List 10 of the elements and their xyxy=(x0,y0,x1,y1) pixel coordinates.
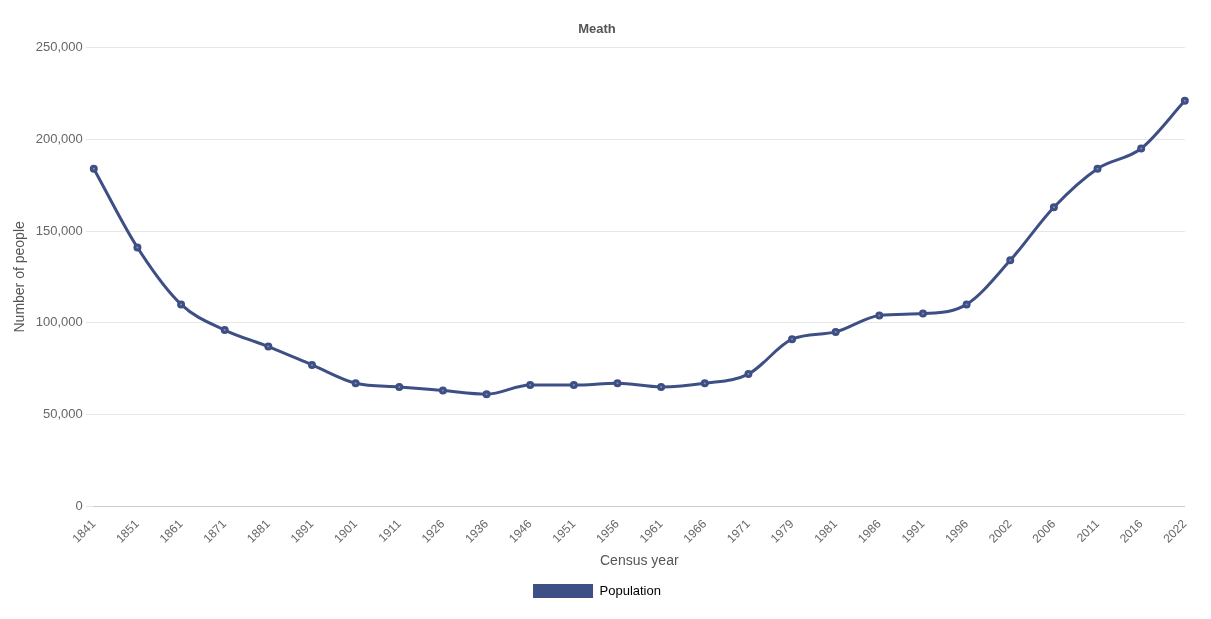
x-axis-title: Census year xyxy=(600,552,679,569)
y-tick-label: 100,000 xyxy=(35,314,83,330)
y-tick-label: 50,000 xyxy=(43,406,83,422)
y-tick-label: 0 xyxy=(75,497,83,513)
y-axis-title: Number of people xyxy=(11,221,28,333)
legend-label: Population xyxy=(599,582,661,598)
y-tick-label: 150,000 xyxy=(35,222,83,238)
chart-title: Meath xyxy=(578,21,616,37)
y-tick-label: 200,000 xyxy=(35,130,83,146)
y-tick-label: 250,000 xyxy=(35,39,83,55)
